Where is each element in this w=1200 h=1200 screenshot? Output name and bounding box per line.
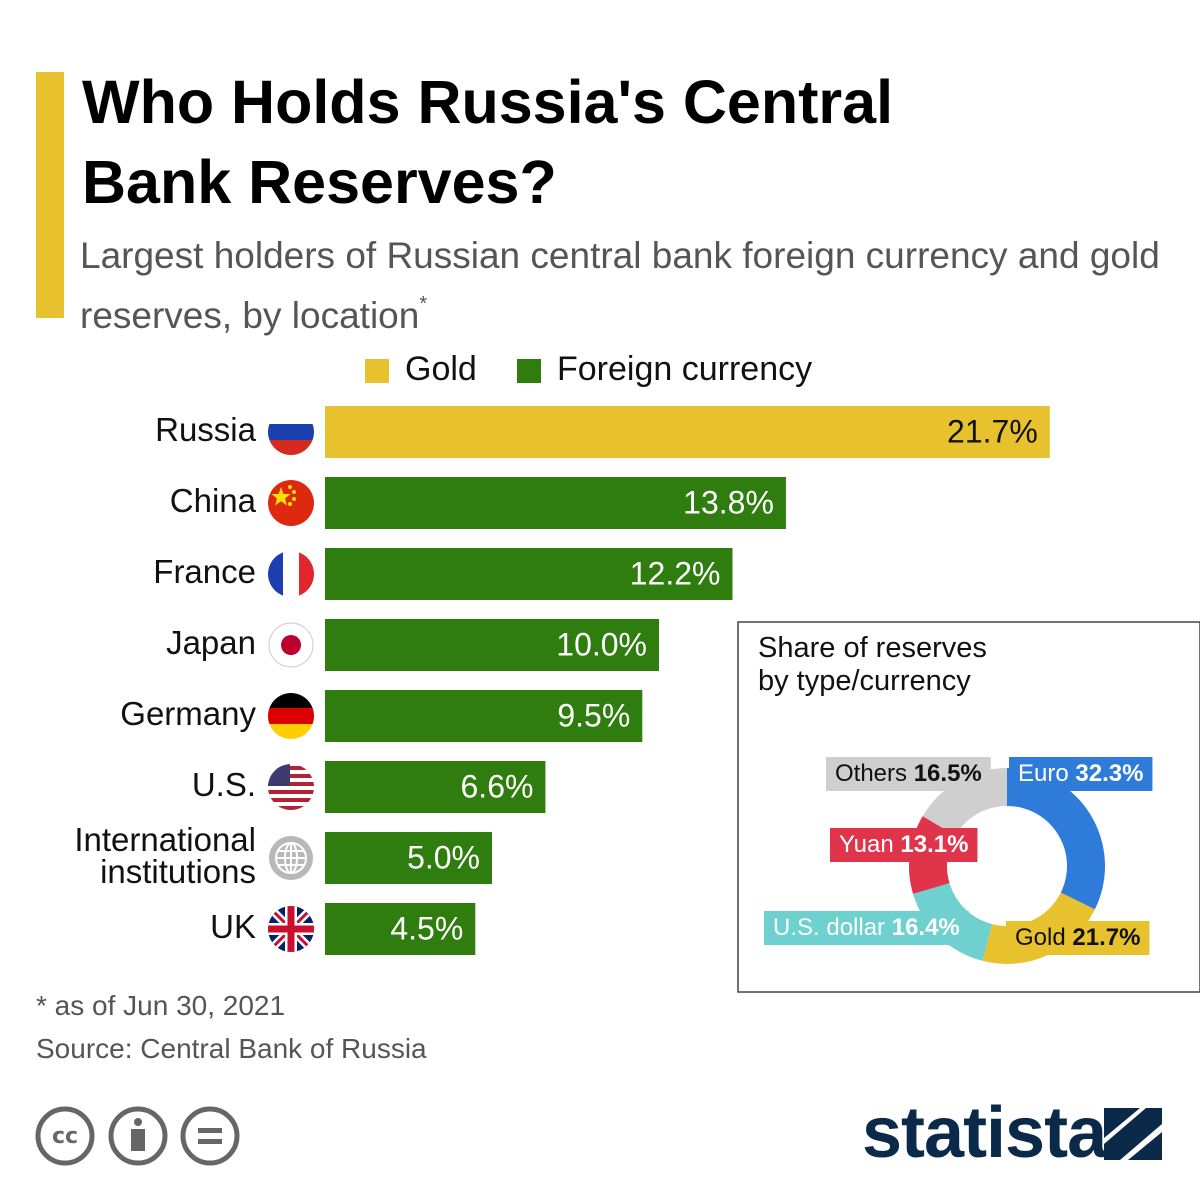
- donut-label-name: Euro: [1018, 760, 1069, 787]
- donut-label-text: Others 16.5%: [835, 760, 982, 787]
- subtitle: Largest holders of Russian central bank …: [80, 232, 1170, 340]
- donut-label-text: Yuan 13.1%: [839, 831, 968, 858]
- donut-label-name: Yuan: [839, 831, 894, 858]
- value-label: 4.5%: [390, 910, 463, 946]
- donut-label: U.S. dollar 16.4%: [764, 911, 969, 945]
- category-label: U.S.: [191, 766, 256, 803]
- flag-china: [268, 480, 314, 526]
- donut-label-value: 16.4%: [892, 914, 960, 941]
- bar: [325, 761, 546, 813]
- category-label: UK: [210, 908, 256, 945]
- legend-swatch: [365, 359, 389, 383]
- title: Who Holds Russia's Central Bank Reserves…: [82, 68, 894, 216]
- category-label: Japan: [166, 624, 256, 661]
- flag-us: [268, 764, 314, 810]
- donut-label-text: U.S. dollar 16.4%: [773, 914, 960, 941]
- category-label: China: [169, 482, 256, 519]
- flag-uk: [268, 906, 314, 952]
- donut-label-value: 16.5%: [914, 760, 982, 787]
- donut-label-value: 13.1%: [900, 831, 968, 858]
- category-label: Germany: [120, 695, 256, 732]
- donut-title: Share of reserves by type/currency: [758, 632, 987, 697]
- value-label: 13.8%: [683, 484, 774, 520]
- value-label: 21.7%: [947, 413, 1038, 449]
- donut-slice: [1007, 768, 1106, 910]
- donut-label: Others 16.5%: [826, 757, 991, 791]
- donut-label-name: Others: [835, 760, 907, 787]
- bar: [325, 548, 733, 600]
- flag-france: [268, 551, 314, 597]
- brand: statista: [862, 1093, 1107, 1173]
- category-label: France: [153, 553, 256, 590]
- bar: [325, 406, 1050, 458]
- donut-label-name: U.S. dollar: [773, 914, 885, 941]
- donut-label-value: 21.7%: [1072, 924, 1140, 951]
- donut-label-text: Gold 21.7%: [1015, 924, 1140, 951]
- donut-label-box: [764, 911, 969, 945]
- footnote: * as of Jun 30, 2021: [36, 990, 286, 1021]
- legend-swatch: [517, 359, 541, 383]
- value-label: 6.6%: [461, 768, 534, 804]
- category-label: International institutions: [74, 821, 256, 890]
- footnote-marker: *: [419, 293, 428, 315]
- donut-label-text: Euro 32.3%: [1018, 760, 1143, 787]
- flag-globe: [269, 836, 313, 880]
- value-label: 12.2%: [630, 555, 721, 591]
- donut-label: Yuan 13.1%: [830, 828, 978, 862]
- donut-label-box: [826, 757, 991, 791]
- donut-label: Gold 21.7%: [1006, 921, 1150, 955]
- bar: [325, 690, 643, 742]
- accent-bar: [36, 72, 64, 318]
- value-label: 10.0%: [556, 626, 647, 662]
- value-label: 9.5%: [557, 697, 630, 733]
- category-label: Russia: [155, 411, 256, 448]
- donut-label-box: [830, 828, 978, 862]
- source: Source: Central Bank of Russia: [36, 1033, 427, 1064]
- donut-label-box: [1006, 921, 1150, 955]
- flag-germany: [268, 693, 314, 739]
- legend-label: Gold: [405, 350, 477, 388]
- bar: [325, 832, 492, 884]
- subtitle-text: Largest holders of Russian central bank …: [80, 235, 1160, 336]
- bar: [325, 619, 659, 671]
- flags: [268, 409, 314, 952]
- donut-label-box: [1009, 757, 1153, 791]
- svg-text:cc: cc: [52, 1124, 78, 1149]
- donut-label: Euro 32.3%: [1009, 757, 1153, 791]
- value-label: 5.0%: [407, 839, 480, 875]
- donut-label-name: Gold: [1015, 924, 1066, 951]
- bar: [325, 477, 786, 529]
- license-icons: cc: [35, 1106, 240, 1166]
- legend-label: Foreign currency: [557, 350, 813, 388]
- inset-frame: [737, 621, 1200, 993]
- brand-icon: [1104, 1108, 1162, 1160]
- bar: [325, 903, 476, 955]
- donut-label-value: 32.3%: [1075, 760, 1143, 787]
- flag-russia: [268, 409, 314, 455]
- flag-japan: [268, 622, 314, 668]
